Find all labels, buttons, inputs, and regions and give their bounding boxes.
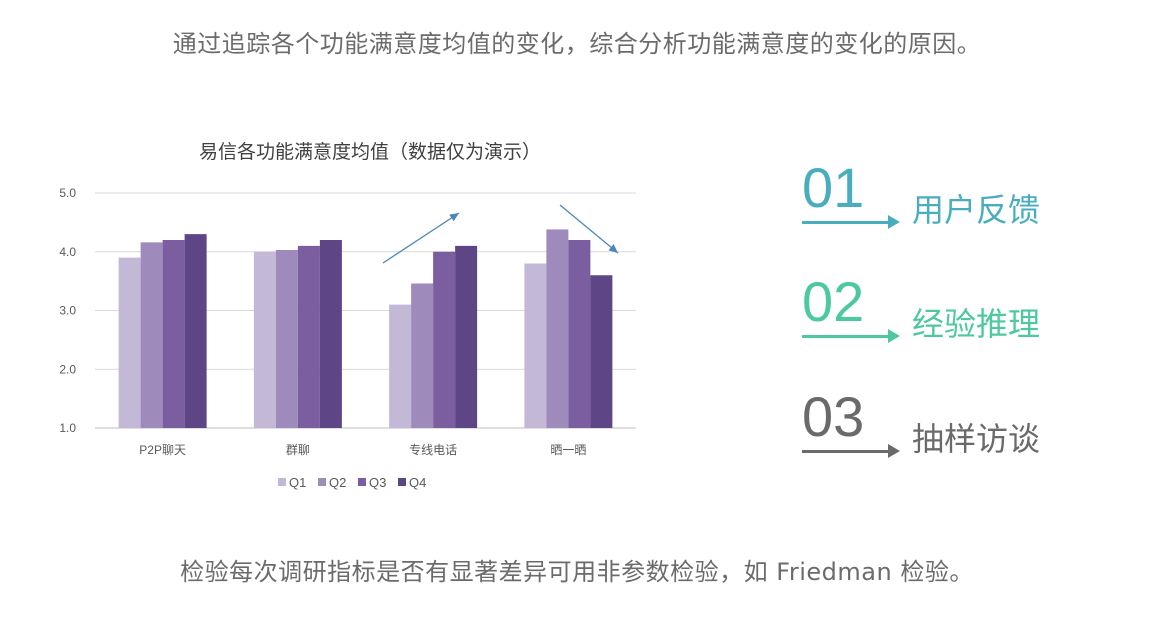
- bar-q4: [319, 240, 342, 428]
- item-experience-reasoning: 02 经验推理: [800, 274, 1120, 354]
- arrow-line: [802, 335, 892, 338]
- legend-label: Q3: [369, 475, 386, 490]
- bar-q3: [162, 240, 185, 428]
- legend-label: Q2: [329, 475, 346, 490]
- bar-q4: [455, 245, 478, 428]
- trend-up-arrow-line: [382, 212, 460, 264]
- bar-q2: [140, 242, 163, 428]
- item-number: 03: [802, 385, 865, 448]
- footer-text: 检验每次调研指标是否有显著差异可用非参数检验，如 Friedman 检验。: [180, 558, 974, 586]
- arrow-right-icon: [888, 444, 900, 458]
- item-sample-interview: 03 抽样访谈: [800, 389, 1120, 469]
- y-tick-label: 3.0: [59, 304, 76, 318]
- item-user-feedback: 01 用户反馈: [800, 160, 1120, 240]
- bar-q2: [546, 229, 569, 428]
- arrow-line: [802, 221, 892, 224]
- y-tick-label: 2.0: [59, 362, 76, 376]
- arrow-line: [802, 450, 892, 453]
- bar-q1: [524, 263, 547, 428]
- bar-q1: [253, 251, 276, 428]
- chart-title: 易信各功能满意度均值（数据仅为演示）: [198, 141, 541, 163]
- bar-q3: [568, 240, 591, 428]
- bar-q1: [389, 304, 412, 428]
- legend-swatch: [358, 478, 366, 486]
- arrow-right-icon: [888, 329, 900, 343]
- trend-down-arrow-icon: [608, 244, 618, 253]
- item-number: 01: [802, 156, 865, 219]
- y-tick-label: 1.0: [59, 421, 76, 435]
- header-text: 通过追踪各个功能满意度均值的变化，综合分析功能满意度的变化的原因。: [172, 30, 982, 58]
- y-tick-label: 5.0: [59, 186, 76, 200]
- bar-q3: [433, 251, 456, 428]
- item-label: 抽样访谈: [912, 420, 1041, 458]
- x-tick-label: 群聊: [286, 443, 310, 457]
- legend-label: Q1: [289, 475, 306, 490]
- item-number: 02: [802, 270, 865, 333]
- legend-label: Q4: [409, 475, 426, 490]
- legend-swatch: [318, 478, 326, 486]
- item-label: 用户反馈: [912, 191, 1041, 229]
- bar-q1: [118, 257, 141, 428]
- bar-q2: [411, 283, 434, 428]
- x-tick-label: 晒一晒: [550, 443, 586, 457]
- x-tick-label: 专线电话: [409, 442, 457, 457]
- legend-swatch: [398, 478, 406, 486]
- arrow-right-icon: [888, 215, 900, 229]
- legend-swatch: [278, 478, 286, 486]
- bar-q4: [590, 275, 613, 428]
- trend-down-arrow-line: [559, 204, 619, 254]
- bar-q2: [275, 249, 298, 428]
- bar-q3: [297, 245, 320, 428]
- item-label: 经验推理: [912, 305, 1041, 343]
- y-tick-label: 4.0: [59, 245, 76, 259]
- trend-up-arrow-icon: [449, 213, 459, 222]
- x-tick-label: P2P聊天: [139, 443, 186, 457]
- bar-q4: [184, 234, 207, 428]
